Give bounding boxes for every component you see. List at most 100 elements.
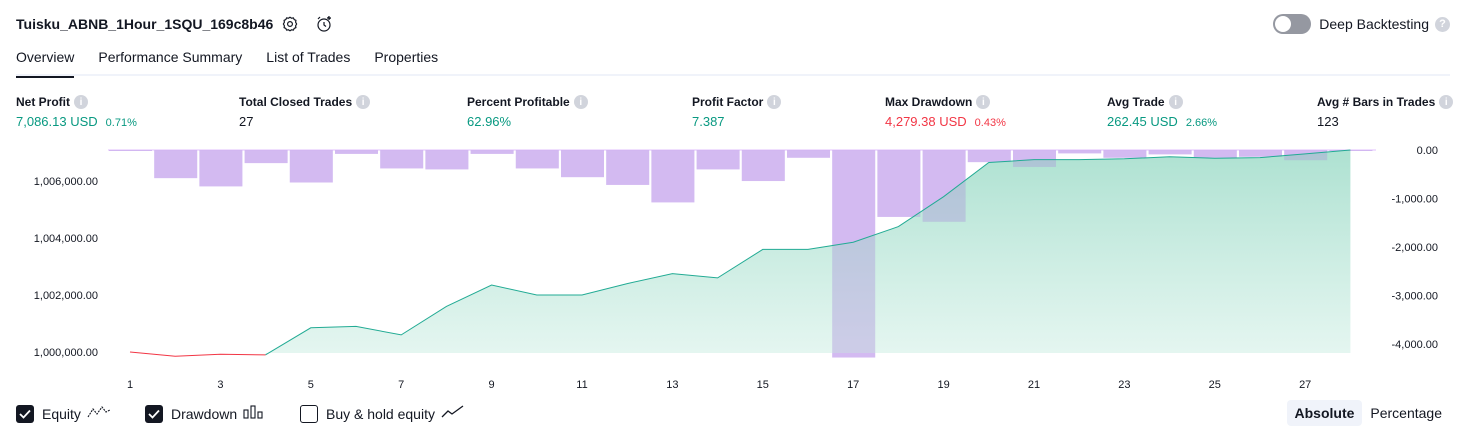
buy-hold-checkbox[interactable] — [300, 405, 318, 423]
metric-percent: 0.43% — [975, 117, 1006, 129]
metric-label: Percent Profitable i — [467, 94, 588, 110]
drawdown-bar-overlay — [245, 150, 288, 163]
metric-percent: 2.66% — [1186, 117, 1217, 129]
metric-value: 7,086.13 USD 0.71% — [16, 114, 137, 129]
drawdown-bar-overlay — [154, 150, 197, 178]
drawdown-bar-overlay — [561, 150, 604, 177]
drawdown-bar-overlay — [109, 150, 152, 151]
metric-avg-bars-in-trades: Avg # Bars in Trades i 123 — [1317, 94, 1453, 129]
x-axis-tick-label: 13 — [666, 379, 678, 391]
absolute-button[interactable]: Absolute — [1287, 400, 1363, 426]
legend-buy-hold[interactable]: Buy & hold equity — [300, 402, 465, 426]
x-axis-tick-label: 11 — [576, 379, 587, 391]
legend-equity[interactable]: Equity — [16, 402, 111, 426]
metric-net-profit: Net Profit i 7,086.13 USD 0.71% — [16, 94, 137, 129]
drawdown-bar-overlay — [832, 150, 875, 358]
deep-backtesting-label: Deep Backtesting — [1319, 16, 1429, 32]
drawdown-bar-overlay — [968, 150, 1011, 162]
drawdown-bar-overlay — [1194, 150, 1237, 158]
x-axis-tick-label: 23 — [1118, 379, 1130, 391]
metric-value: 62.96% — [467, 114, 588, 129]
drawdown-checkbox[interactable] — [145, 405, 163, 423]
tab-performance-summary[interactable]: Performance Summary — [98, 46, 242, 76]
drawdown-label: Drawdown — [171, 406, 237, 422]
drawdown-bar-overlay — [1058, 150, 1101, 153]
drawdown-bar-overlay — [651, 150, 694, 202]
equity-checkbox[interactable] — [16, 405, 34, 423]
right-axis: 0.00 -1,000.00 -2,000.00 -3,000.00 -4,000.00 — [1392, 145, 1438, 351]
metric-value-text: 27 — [239, 114, 253, 129]
drawdown-bar-overlay — [1149, 150, 1192, 154]
deep-backtesting-toggle[interactable] — [1273, 14, 1311, 34]
metric-percent-profitable: Percent Profitable i 62.96% — [467, 94, 588, 129]
right-axis-tick-label: -2,000.00 — [1392, 242, 1438, 254]
metric-label: Avg Trade i — [1107, 94, 1217, 110]
drawdown-bar-overlay — [471, 150, 514, 154]
equity-area — [266, 150, 1351, 355]
metric-avg-trade: Avg Trade i 262.45 USD 2.66% — [1107, 94, 1217, 129]
metric-label-text: Avg # Bars in Trades — [1317, 95, 1435, 109]
drawdown-bar-overlay — [290, 150, 333, 182]
info-icon[interactable]: i — [767, 95, 781, 109]
add-alert-clock-icon[interactable] — [314, 14, 334, 34]
drawdown-bar-overlay — [697, 150, 740, 169]
drawdown-bar-overlay — [199, 150, 242, 186]
drawdown-bar-overlay — [742, 150, 785, 181]
info-icon[interactable]: i — [574, 95, 588, 109]
left-axis-tick-label: 1,004,000.00 — [34, 233, 98, 245]
metric-value-text: 123 — [1317, 114, 1339, 129]
x-axis-tick-label: 17 — [847, 379, 859, 391]
drawdown-bars-icon — [243, 405, 265, 424]
x-axis-tick-label: 15 — [757, 379, 769, 391]
metric-value: 123 — [1317, 114, 1453, 129]
equity-line-icon — [87, 405, 111, 424]
settings-gear-icon[interactable] — [280, 14, 300, 34]
report-tabs: Overview Performance Summary List of Tra… — [16, 46, 1450, 76]
tab-properties[interactable]: Properties — [374, 46, 438, 76]
info-icon[interactable]: i — [1439, 95, 1453, 109]
info-icon[interactable]: i — [74, 95, 88, 109]
right-axis-tick-label: -1,000.00 — [1392, 194, 1438, 206]
drawdown-bar-overlay — [425, 150, 468, 169]
percentage-button[interactable]: Percentage — [1362, 400, 1450, 426]
tab-overview[interactable]: Overview — [16, 46, 74, 76]
buy-hold-line-icon — [441, 405, 465, 424]
metric-label: Max Drawdown i — [885, 94, 1006, 110]
metric-value: 27 — [239, 114, 370, 129]
metric-label-text: Net Profit — [16, 95, 70, 109]
x-axis: 1 3 5 7 9 11 13 15 17 19 21 23 25 27 — [127, 379, 1311, 391]
info-icon[interactable]: i — [976, 95, 990, 109]
left-axis-tick-label: 1,000,000.00 — [34, 347, 98, 359]
right-axis-tick-label: -4,000.00 — [1392, 339, 1438, 351]
x-axis-tick-label: 27 — [1299, 379, 1311, 391]
metric-value-text: 62.96% — [467, 114, 511, 129]
x-axis-tick-label: 1 — [127, 379, 133, 391]
metric-label: Net Profit i — [16, 94, 137, 110]
left-axis-tick-label: 1,002,000.00 — [34, 290, 98, 302]
metric-label-text: Max Drawdown — [885, 95, 972, 109]
left-axis-tick-label: 1,006,000.00 — [34, 176, 98, 188]
equity-drawdown-chart[interactable]: 1,000,000.00 1,002,000.00 1,004,000.00 1,00… — [0, 140, 1466, 396]
legend-drawdown[interactable]: Drawdown — [145, 402, 265, 426]
drawdown-bar-overlay — [516, 150, 559, 168]
left-axis: 1,000,000.00 1,002,000.00 1,004,000.00 1,00… — [34, 176, 98, 359]
x-axis-tick-label: 19 — [937, 379, 949, 391]
tab-list-of-trades[interactable]: List of Trades — [266, 46, 350, 76]
drawdown-bar-overlay — [1013, 150, 1056, 167]
equity-label: Equity — [42, 406, 81, 422]
metric-value-text: 7,086.13 USD — [16, 114, 98, 129]
info-icon[interactable]: i — [356, 95, 370, 109]
toggle-knob — [1275, 16, 1291, 32]
metric-value-text: 7.387 — [692, 114, 725, 129]
x-axis-tick-label: 3 — [217, 379, 223, 391]
x-axis-tick-label: 9 — [489, 379, 495, 391]
metric-value: 262.45 USD 2.66% — [1107, 114, 1217, 129]
drawdown-bar-overlay — [1103, 150, 1146, 158]
deep-backtesting-control: Deep Backtesting ? — [1273, 12, 1450, 36]
x-axis-tick-label: 21 — [1028, 379, 1040, 391]
info-icon[interactable]: i — [1169, 95, 1183, 109]
metric-label-text: Avg Trade — [1107, 95, 1165, 109]
help-icon[interactable]: ? — [1435, 17, 1450, 32]
metric-label: Total Closed Trades i — [239, 94, 370, 110]
equity-line-loss — [130, 352, 266, 356]
